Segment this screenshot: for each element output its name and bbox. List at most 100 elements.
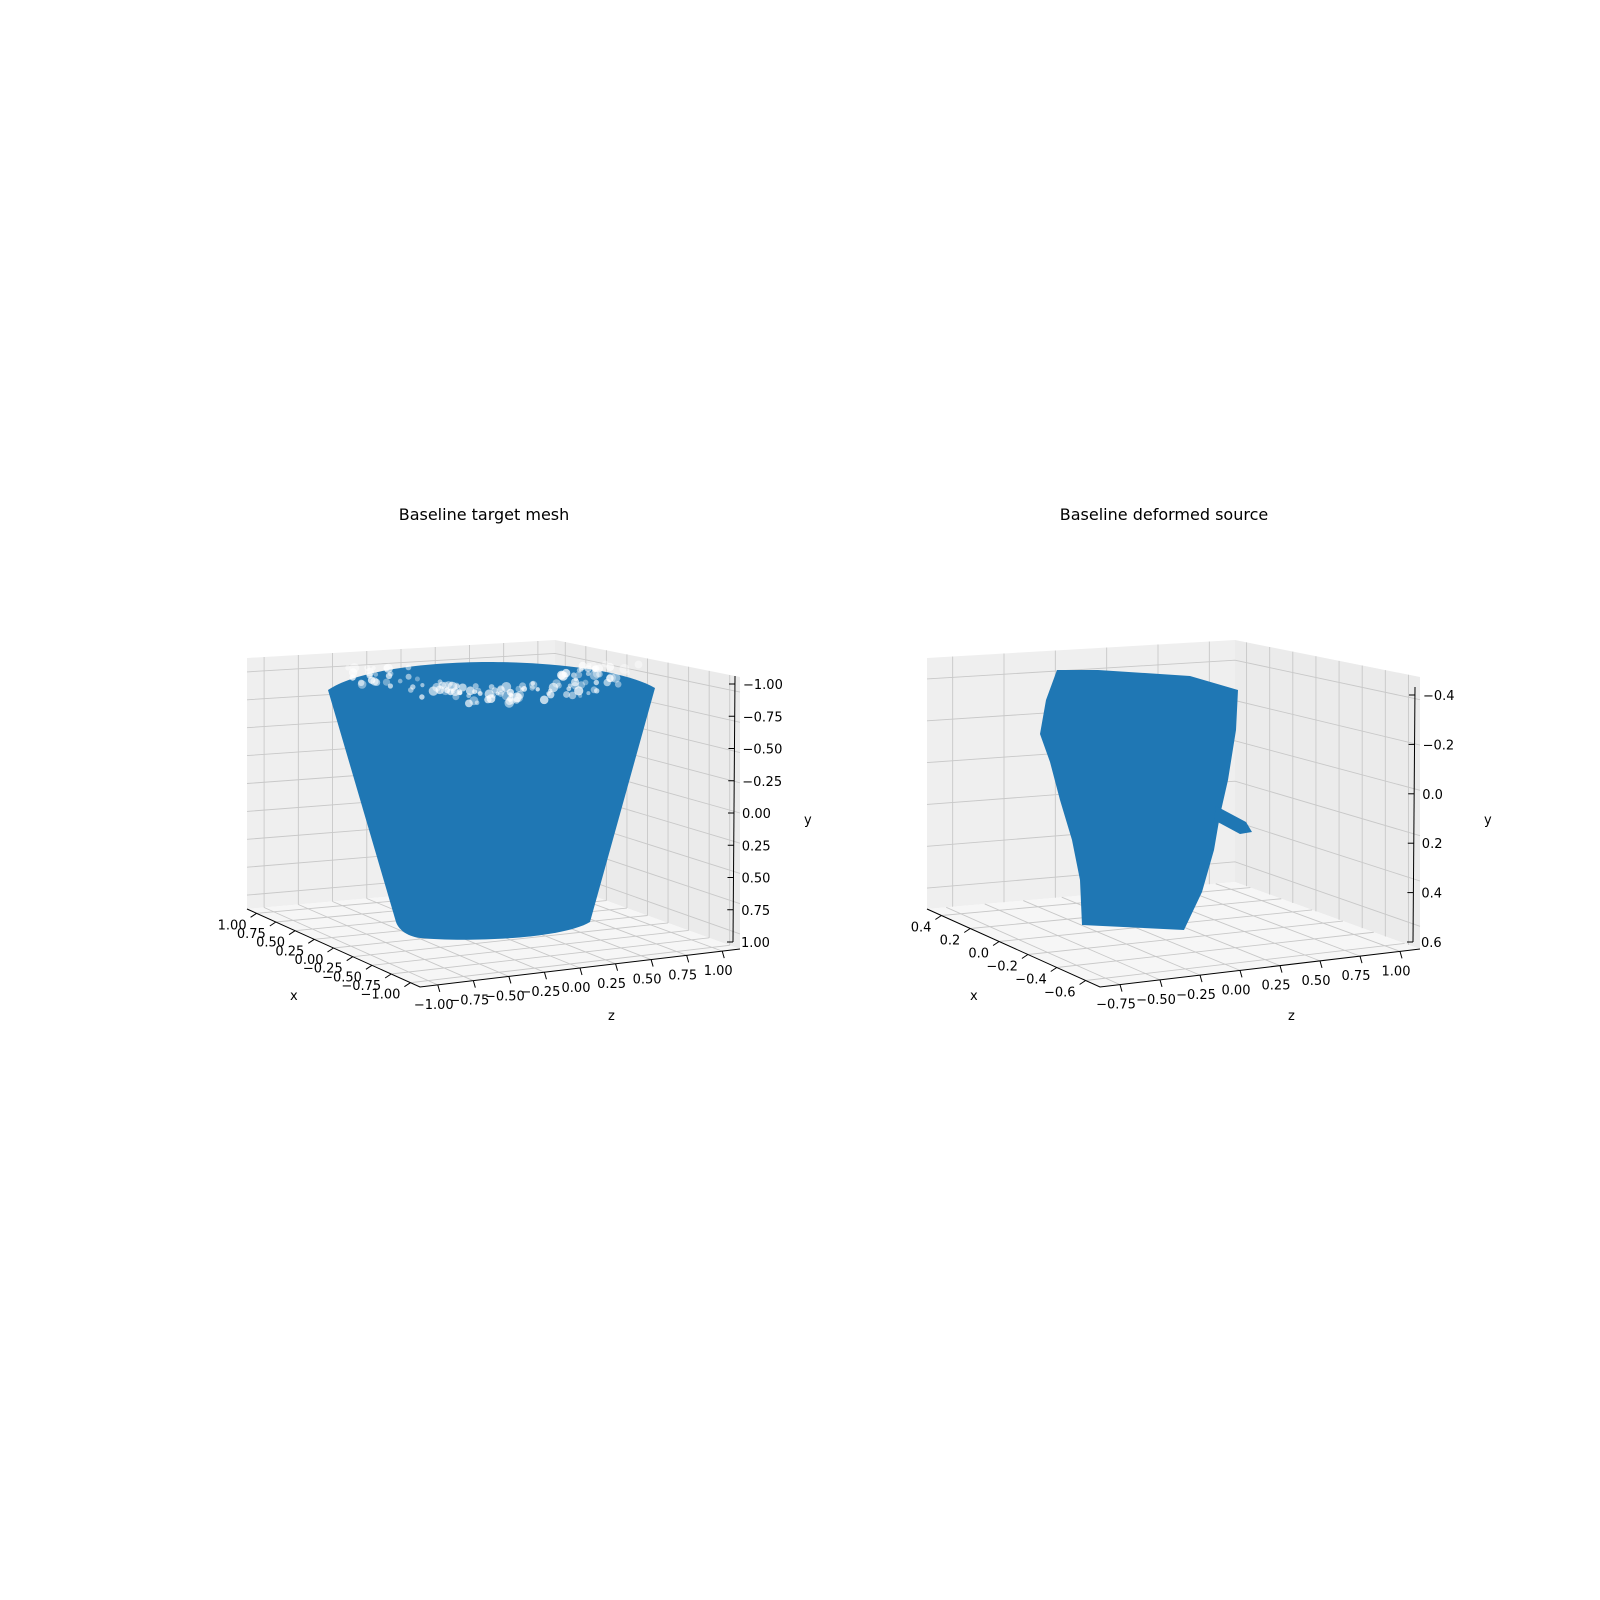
rim-speckle: [578, 693, 583, 698]
x-tick-mark: [404, 982, 411, 988]
z-tick-mark: [1159, 979, 1163, 988]
x-tick-mark: [308, 938, 315, 944]
rim-speckle: [563, 691, 570, 698]
x-tick-label: −0.75: [341, 979, 381, 994]
y-axis-label: y: [1484, 813, 1492, 828]
gridline-floor-x: [1027, 920, 1343, 955]
rim-speckle: [512, 692, 522, 703]
x-tick-label: −0.2: [986, 960, 1018, 975]
gridline-floor-z: [1023, 900, 1201, 976]
y-tick-label: 1.00: [741, 936, 770, 951]
gridline-floor-z: [332, 901, 510, 977]
rim-speckle: [477, 691, 483, 696]
rim-speckle: [577, 681, 586, 689]
rim-speckle: [472, 683, 479, 690]
z-tick-mark: [1119, 984, 1123, 992]
gridline-floor-x: [1056, 931, 1374, 968]
rim-speckle: [567, 683, 573, 689]
rim-speckle: [625, 670, 630, 676]
gridline-horizontal: [926, 861, 1421, 927]
z-tick-mark: [508, 976, 512, 984]
rim-speckle: [366, 672, 373, 679]
rim-speckle: [414, 676, 420, 682]
rim-speckle: [561, 668, 571, 678]
rim-speckle: [385, 672, 393, 680]
point-cloud-target: [328, 662, 655, 940]
rim-speckle: [348, 668, 358, 677]
x-tick-label: 0.75: [237, 927, 266, 942]
gridline-floor-z: [263, 907, 438, 986]
rim-speckle: [373, 672, 379, 677]
gridline-horizontal: [926, 780, 1421, 837]
rim-speckle: [497, 685, 505, 692]
rim-speckle: [437, 679, 443, 685]
rim-speckle: [465, 699, 473, 708]
rim-speckle: [592, 669, 602, 678]
z-tick-label: −0.50: [485, 989, 525, 1004]
x-tick-mark: [327, 947, 334, 953]
rim-speckle: [420, 683, 425, 688]
axis-spine-floor: [246, 908, 741, 988]
z-tick-label: −0.75: [449, 994, 489, 1009]
rim-speckle: [397, 678, 403, 684]
x-tick-label: 0.00: [295, 953, 324, 968]
subplot-deformed-source: Baseline deformed source 0.40.20.0−0.2−0…: [911, 505, 1492, 1024]
rim-speckle: [603, 678, 611, 687]
z-tick-mark: [579, 967, 583, 976]
x-axis-label: x: [290, 989, 298, 1004]
x-axis-label: x: [970, 989, 978, 1004]
rim-speckle: [589, 670, 600, 680]
axis-spine-y: [1412, 686, 1416, 943]
y-tick-label: −0.75: [743, 710, 783, 725]
rim-speckle: [484, 695, 492, 704]
rim-speckle: [349, 674, 356, 681]
rim-speckle: [584, 665, 592, 673]
x-tick-label: 0.4: [911, 921, 932, 936]
z-tick-label: −0.25: [521, 985, 561, 1000]
rim-speckle: [605, 662, 615, 672]
rim-speckle: [496, 686, 506, 695]
x-tick-mark: [935, 915, 942, 920]
rim-speckle: [619, 663, 630, 674]
rim-speckle: [501, 691, 512, 701]
rim-speckle: [596, 670, 603, 678]
rim-speckle: [410, 684, 416, 690]
rim-speckle: [435, 685, 445, 695]
gridline-floor-z: [298, 904, 474, 982]
y-tick-label: −0.50: [743, 743, 783, 758]
y-tick-label: 0.6: [1421, 936, 1442, 951]
rim-speckle: [578, 667, 584, 672]
x-tick-mark: [365, 964, 373, 970]
point-cloud-deformed: [1040, 670, 1238, 930]
z-tick-label: −1.00: [414, 998, 454, 1013]
rim-speckle: [419, 694, 425, 700]
y-tick-label: 0.50: [742, 872, 771, 887]
rim-speckle: [529, 685, 535, 691]
gridline-floor-z: [946, 906, 1121, 986]
z-tick-label: 0.00: [562, 981, 591, 996]
rim-speckle: [568, 691, 577, 700]
rim-speckle: [574, 686, 584, 696]
rim-speckle: [504, 698, 514, 708]
chart-title: Baseline target mesh: [399, 505, 570, 524]
rim-speckle: [387, 683, 393, 689]
axis-spine-floor: [926, 908, 1421, 988]
z-tick-label: 0.25: [597, 977, 626, 992]
pane-back-wall: [1235, 640, 1420, 949]
rim-speckle: [586, 691, 591, 696]
rim-speckle: [611, 673, 621, 683]
rim-speckle: [452, 693, 460, 701]
x-tick-label: 0.2: [940, 934, 961, 949]
rim-speckle: [465, 686, 475, 696]
rim-speckle: [501, 682, 512, 692]
rim-speckle: [582, 679, 589, 686]
y-tick-label: −0.2: [1423, 738, 1455, 753]
y-tick-label: 0.2: [1422, 837, 1443, 852]
x-tick-label: −1.00: [361, 988, 401, 1003]
y-axis-label: y: [804, 813, 812, 828]
x-tick-mark: [346, 956, 353, 962]
rim-speckle: [349, 663, 360, 673]
z-tick-mark: [543, 972, 547, 980]
chart-title: Baseline deformed source: [1060, 505, 1268, 524]
gridline-floor-z: [1177, 886, 1361, 957]
